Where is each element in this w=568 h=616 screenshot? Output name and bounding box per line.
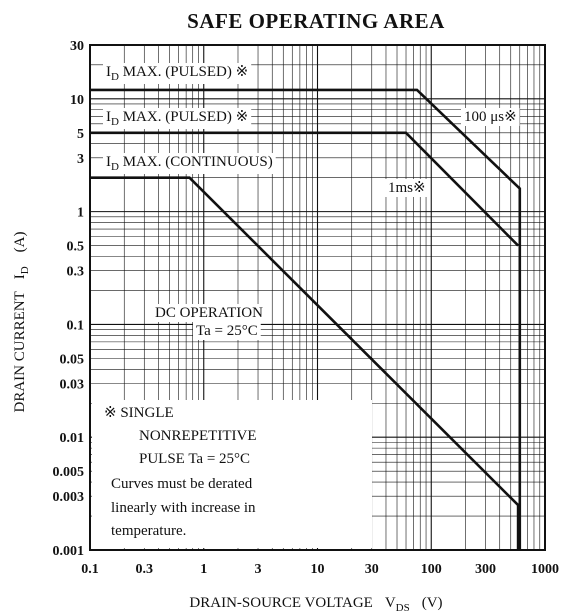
x-tick-label: 100 [421, 562, 442, 577]
y-axis-label: DRAIN CURRENTID(A) [12, 231, 31, 412]
y-tick-label: 0.005 [53, 465, 85, 480]
annotation-id_max_pulsed_2: ID MAX. (PULSED) ※ [106, 109, 248, 128]
soa-curve-2 [90, 131, 520, 247]
y-tick-label: 0.05 [60, 352, 85, 367]
x-tick-label: 300 [475, 562, 496, 577]
note-line: ※ SINGLE [104, 405, 174, 421]
annotation-id_max_cont: ID MAX. (CONTINUOUS) [106, 154, 273, 173]
label-backgrounds [103, 63, 520, 340]
x-tick-label: 3 [255, 562, 262, 577]
y-tick-label: 1 [77, 206, 84, 221]
annotation-bg [152, 304, 267, 322]
y-tick-label: 30 [70, 39, 84, 54]
y-tick-labels: 30 10 5 3 1 0.5 0.3 0.1 0.05 0.03 0.01 0.005 0.003 0.… [53, 39, 85, 559]
x-tick-label: 30 [365, 562, 379, 577]
y-tick-label: 0.5 [67, 240, 85, 255]
y-tick-label: 0.003 [53, 490, 85, 505]
note-line: Curves must be derated [111, 476, 253, 492]
soa-curve-1 [90, 88, 522, 550]
annotation-bg [103, 153, 276, 174]
annotation-dc1: DC OPERATION [155, 305, 263, 321]
y-tick-label: 5 [77, 127, 84, 142]
annotation-bg [461, 108, 520, 126]
soa-curves [90, 88, 522, 550]
x-tick-label: 10 [311, 562, 325, 577]
y-tick-label: 10 [70, 93, 84, 108]
x-axis-label: DRAIN-SOURCE VOLTAGE VDS (V) [189, 595, 442, 614]
y-tick-label: 0.03 [60, 377, 85, 392]
annotation-id_max_pulsed_1: ID MAX. (PULSED) ※ [106, 64, 248, 83]
x-tick-label: 1000 [531, 562, 559, 577]
x-tick-label: 0.1 [81, 562, 99, 577]
annotation-bg [385, 179, 429, 197]
annotation-us100: 100 μs※ [464, 109, 517, 125]
note-line: NONREPETITIVE [139, 428, 256, 444]
note-line: temperature. [111, 523, 186, 539]
y-tick-label: 0.001 [53, 544, 85, 559]
annotation-bg [103, 108, 252, 129]
annotation-dc2: Ta = 25°C [196, 323, 258, 339]
curve-annotations: ID MAX. (PULSED) ※ ID MAX. (PULSED) ※ ID M… [106, 64, 517, 339]
note-box: ※ SINGLE NONREPETITIVE PULSE Ta = 25°C Curv… [92, 400, 372, 548]
plot-frame [89, 44, 546, 551]
note-line: linearly with increase in [111, 500, 256, 516]
chart-title: SAFE OPERATING AREA [187, 9, 445, 33]
x-tick-label: 0.3 [136, 562, 154, 577]
annotation-bg [193, 322, 261, 340]
annotation-bg [103, 63, 252, 84]
soa-curve-3 [90, 176, 520, 550]
y-tick-label: 0.3 [67, 265, 85, 280]
note-background [92, 400, 372, 548]
y-tick-label: 0.01 [60, 431, 85, 446]
x-tick-label: 1 [200, 562, 207, 577]
x-tick-labels: 0.1 0.3 1 3 10 30 100 300 1000 [81, 562, 559, 577]
y-tick-label: 0.1 [67, 318, 85, 333]
annotation-ms1: 1ms※ [388, 180, 426, 196]
note-line: PULSE Ta = 25°C [139, 451, 250, 467]
y-tick-label: 3 [77, 152, 84, 167]
